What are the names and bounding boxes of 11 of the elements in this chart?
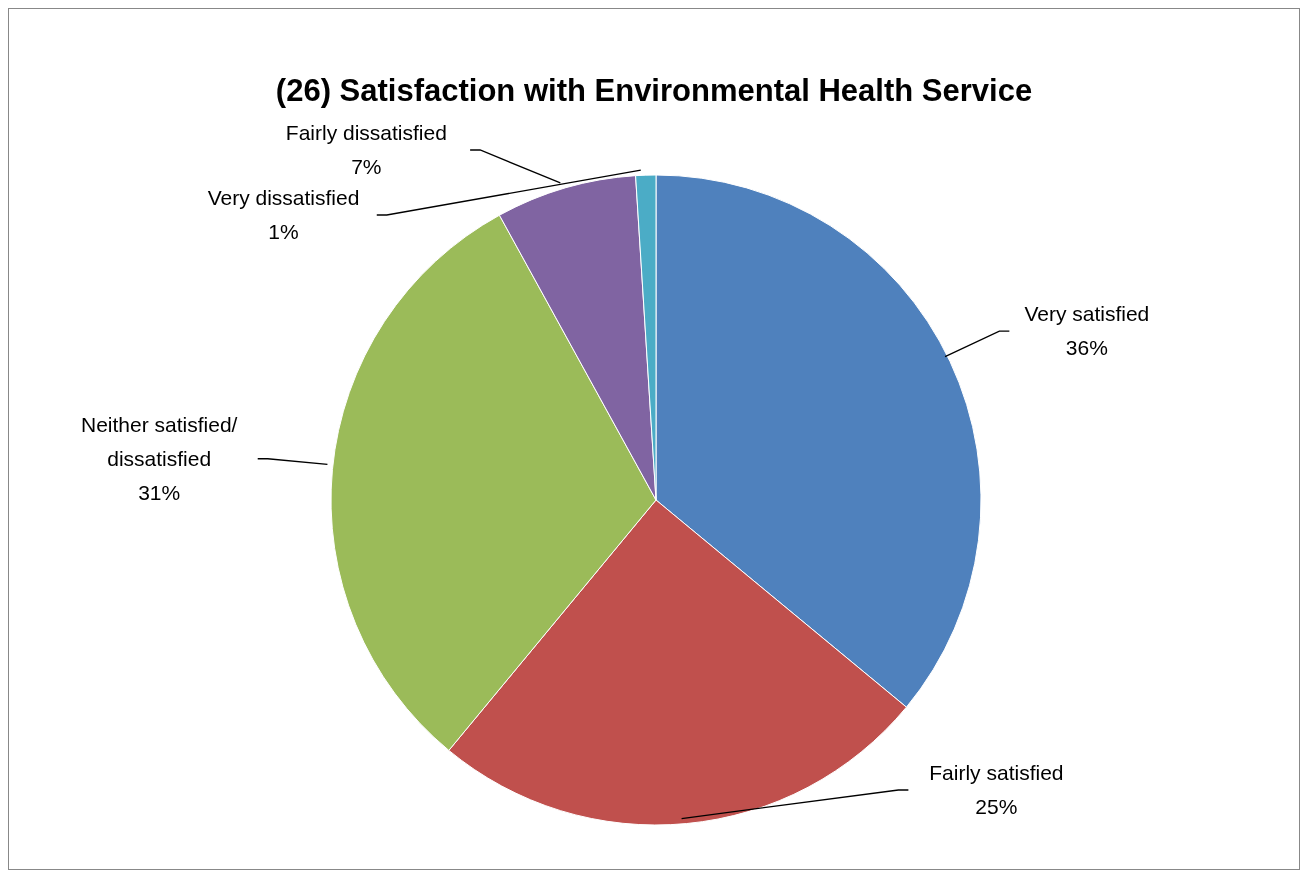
slice-label: Fairly dissatisfied <box>285 121 447 144</box>
slice-label: Very dissatisfied <box>207 186 360 209</box>
data-label: 1% <box>268 220 299 243</box>
data-label: 31% <box>138 480 181 504</box>
data-label: 36% <box>1065 336 1108 360</box>
slice-label: Fairly satisfied <box>929 761 1064 784</box>
slice-label: Very satisfied <box>1024 302 1150 326</box>
chart-title: (26) Satisfaction with Environmental Health Service <box>274 73 1034 109</box>
slice-label: Neither satisfied/ dissatisfied <box>81 412 238 470</box>
data-label: 7% <box>351 155 382 178</box>
data-label: 25% <box>975 795 1018 818</box>
